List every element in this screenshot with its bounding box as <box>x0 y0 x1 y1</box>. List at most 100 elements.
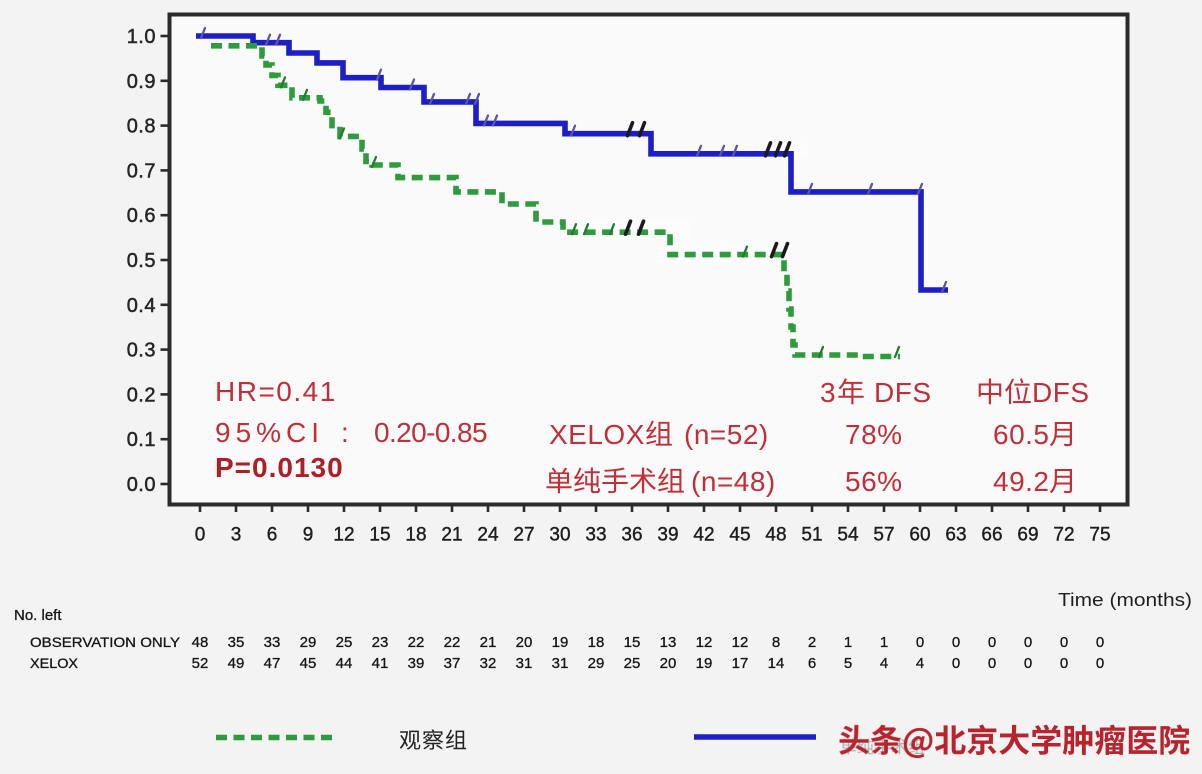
svg-text:56%: 56% <box>845 466 903 497</box>
svg-text:0.5: 0.5 <box>127 250 156 272</box>
svg-text:41: 41 <box>372 655 389 672</box>
svg-text:33: 33 <box>585 525 606 546</box>
svg-text:9: 9 <box>303 525 314 546</box>
svg-text:0: 0 <box>988 655 996 672</box>
svg-text:8: 8 <box>772 634 780 651</box>
svg-text:60.5: 60.5 <box>993 419 1050 450</box>
svg-text:P=0.0130: P=0.0130 <box>215 452 344 483</box>
svg-text:25: 25 <box>336 634 353 651</box>
svg-text:20: 20 <box>516 634 533 651</box>
svg-text:63: 63 <box>945 525 966 546</box>
svg-text:15: 15 <box>369 525 390 546</box>
svg-text:54: 54 <box>837 525 859 546</box>
svg-text:42: 42 <box>693 525 714 546</box>
svg-text:29: 29 <box>588 655 605 672</box>
svg-text:32: 32 <box>480 655 497 672</box>
svg-text:47: 47 <box>264 655 281 672</box>
svg-text::: : <box>341 417 349 448</box>
svg-text:4: 4 <box>880 655 888 672</box>
svg-text:75: 75 <box>1089 525 1110 546</box>
svg-text:0.1: 0.1 <box>127 429 156 451</box>
svg-text:29: 29 <box>300 634 317 651</box>
svg-text:21: 21 <box>441 525 462 546</box>
svg-text:XELOX: XELOX <box>30 656 78 671</box>
svg-text:0.7: 0.7 <box>127 160 156 182</box>
svg-text:19: 19 <box>552 634 569 651</box>
svg-text:0: 0 <box>1024 634 1032 651</box>
svg-text:0: 0 <box>952 655 960 672</box>
svg-text:0.8: 0.8 <box>127 116 156 138</box>
svg-text:48: 48 <box>765 525 786 546</box>
svg-text:69: 69 <box>1017 525 1038 546</box>
svg-text:31: 31 <box>552 655 569 672</box>
svg-text:3: 3 <box>231 525 242 546</box>
svg-text:37: 37 <box>444 655 461 672</box>
svg-text:1.0: 1.0 <box>127 26 156 48</box>
svg-text:0.6: 0.6 <box>127 205 156 227</box>
svg-text:0: 0 <box>916 634 924 651</box>
svg-text:45: 45 <box>300 655 317 672</box>
svg-text:23: 23 <box>372 634 389 651</box>
svg-text:15: 15 <box>624 634 641 651</box>
svg-text:0: 0 <box>988 634 996 651</box>
svg-text:31: 31 <box>516 655 533 672</box>
svg-text:6: 6 <box>267 525 278 546</box>
svg-text:27: 27 <box>513 525 534 546</box>
svg-text:13: 13 <box>660 634 677 651</box>
svg-text:0: 0 <box>1096 634 1104 651</box>
svg-text:No. left: No. left <box>14 607 62 624</box>
svg-text:24: 24 <box>477 525 499 546</box>
svg-text:57: 57 <box>873 525 894 546</box>
svg-text:0.9: 0.9 <box>127 71 156 93</box>
svg-text:12: 12 <box>732 634 749 651</box>
svg-text:2: 2 <box>808 634 816 651</box>
svg-text:6: 6 <box>808 655 816 672</box>
svg-text:12: 12 <box>696 634 713 651</box>
svg-text:0.2: 0.2 <box>127 384 156 406</box>
svg-text:25: 25 <box>624 655 641 672</box>
svg-text:60: 60 <box>909 525 930 546</box>
svg-text:66: 66 <box>981 525 1002 546</box>
svg-text:0: 0 <box>195 525 206 546</box>
svg-text:22: 22 <box>444 634 461 651</box>
svg-text:36: 36 <box>621 525 642 546</box>
svg-text:30: 30 <box>549 525 570 546</box>
svg-text:20: 20 <box>660 655 677 672</box>
svg-text:1: 1 <box>844 634 852 651</box>
svg-text:0: 0 <box>1060 655 1068 672</box>
svg-text:52: 52 <box>192 655 209 672</box>
svg-text:18: 18 <box>588 634 605 651</box>
svg-text:48: 48 <box>192 634 209 651</box>
svg-text:XELOX: XELOX <box>549 419 645 450</box>
svg-text:44: 44 <box>336 655 353 672</box>
svg-text:0: 0 <box>1096 655 1104 672</box>
svg-text:4: 4 <box>916 655 924 672</box>
svg-text:(n=52): (n=52) <box>684 419 769 450</box>
svg-text:45: 45 <box>729 525 750 546</box>
svg-text:DFS: DFS <box>1032 377 1090 408</box>
svg-text:51: 51 <box>801 525 822 546</box>
svg-text:3: 3 <box>820 377 836 408</box>
svg-text:95%CI: 95%CI <box>215 417 324 448</box>
svg-text:0.0: 0.0 <box>127 474 156 496</box>
svg-text:OBSERVATION ONLY: OBSERVATION ONLY <box>30 635 180 650</box>
svg-text:78%: 78% <box>845 419 903 450</box>
svg-text:22: 22 <box>408 634 425 651</box>
svg-text:19: 19 <box>696 655 713 672</box>
svg-text:35: 35 <box>228 634 245 651</box>
svg-text:17: 17 <box>732 655 749 672</box>
svg-text:HR=0.41: HR=0.41 <box>215 376 337 407</box>
svg-text:14: 14 <box>768 655 785 672</box>
svg-text:DFS: DFS <box>874 377 932 408</box>
svg-text:39: 39 <box>657 525 678 546</box>
svg-text:(n=48): (n=48) <box>691 466 776 497</box>
svg-text:0: 0 <box>1024 655 1032 672</box>
svg-text:Time (months): Time (months) <box>1058 590 1192 610</box>
svg-text:18: 18 <box>405 525 426 546</box>
svg-text:1: 1 <box>880 634 888 651</box>
svg-text:72: 72 <box>1053 525 1074 546</box>
svg-text:0: 0 <box>952 634 960 651</box>
svg-text:0: 0 <box>1060 634 1068 651</box>
svg-text:0.4: 0.4 <box>127 295 156 317</box>
svg-text:0.20-0.85: 0.20-0.85 <box>374 417 487 448</box>
